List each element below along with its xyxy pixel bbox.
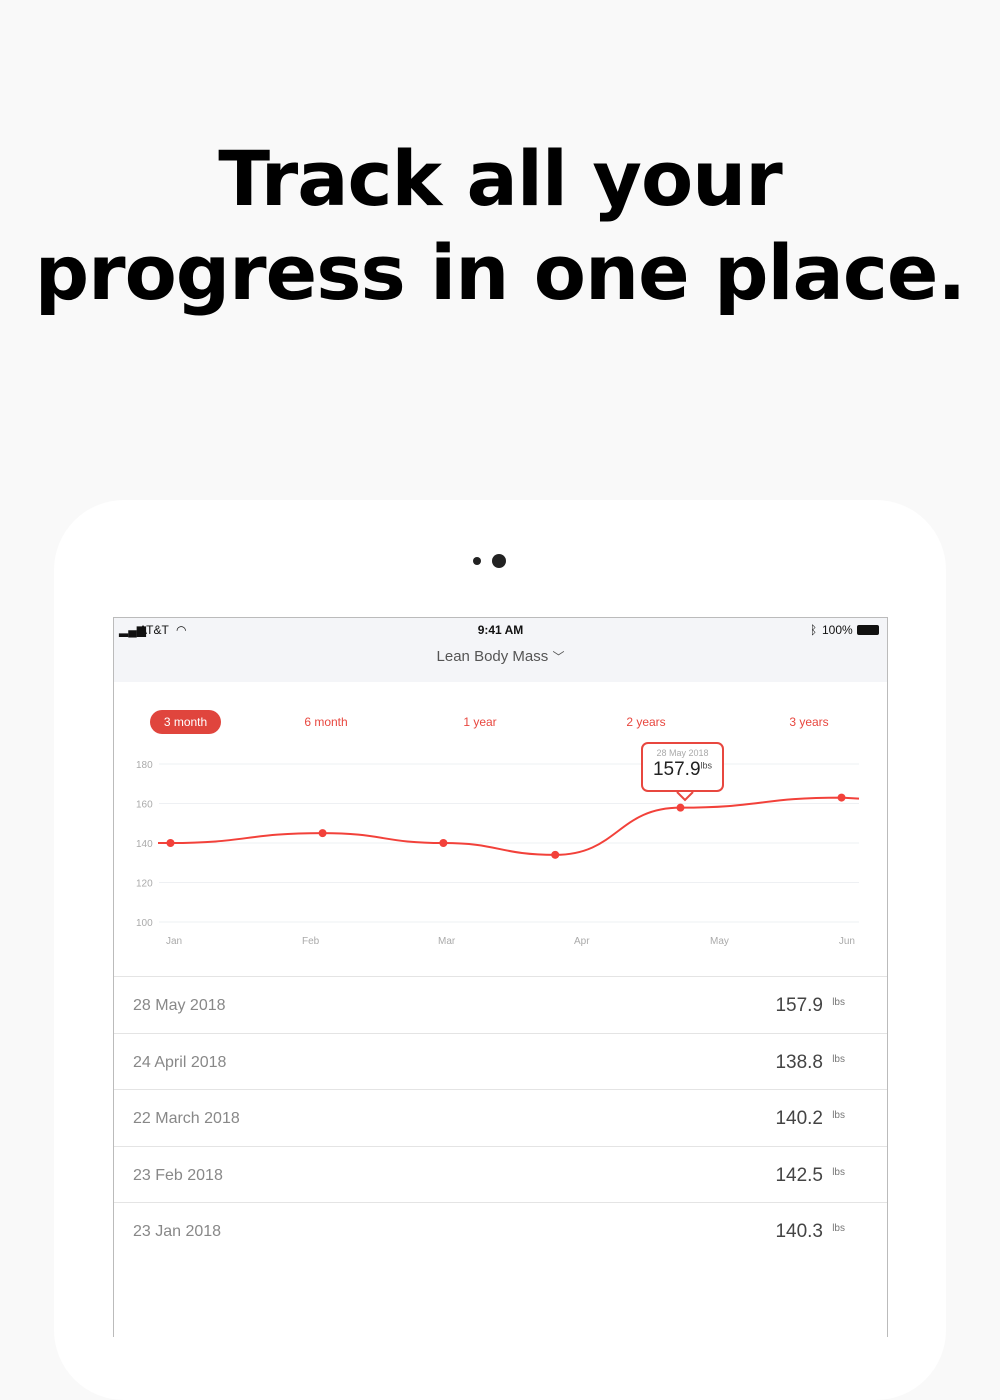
entry-date: 22 March 2018 bbox=[133, 1110, 240, 1127]
tooltip-pointer bbox=[676, 791, 694, 802]
signal-icon: ▂▄▆ bbox=[119, 623, 146, 637]
status-time: 9:41 AM bbox=[477, 623, 524, 637]
chevron-down-icon: ﹀ bbox=[552, 650, 565, 664]
data-point bbox=[318, 829, 327, 838]
entry-row[interactable]: 28 May 2018 157.9 lbs bbox=[114, 976, 887, 1033]
headline-line-2: progress in one place. bbox=[34, 228, 967, 317]
x-tick-label: Apr bbox=[574, 936, 590, 947]
y-tick-label: 180 bbox=[136, 760, 153, 771]
entry-row[interactable]: 23 Feb 2018 142.5 lbs bbox=[114, 1145, 887, 1203]
app-screen: ▂▄▆ AT&T ◠ 9:41 AM ᛒ 100% Lean Body Mass… bbox=[113, 617, 888, 1337]
headline-line-1: Track all your bbox=[218, 134, 783, 223]
x-tick-label: May bbox=[710, 936, 729, 947]
data-line bbox=[158, 796, 860, 856]
entry-date: 23 Jan 2018 bbox=[133, 1223, 222, 1240]
entry-value: 142.5 bbox=[775, 1164, 823, 1186]
entry-row[interactable]: 24 April 2018 138.8 lbs bbox=[114, 1032, 887, 1090]
tooltip-value: 157.9 bbox=[652, 759, 701, 780]
y-tick-label: 120 bbox=[136, 879, 153, 890]
tab-2-years[interactable]: 2 years bbox=[626, 715, 666, 729]
battery-percent: 100% bbox=[822, 623, 853, 637]
nav-bar: ▂▄▆ AT&T ◠ 9:41 AM ᛒ 100% Lean Body Mass… bbox=[114, 618, 887, 682]
entry-unit: lbs bbox=[832, 997, 845, 1008]
tab-3-month[interactable]: 3 month bbox=[150, 710, 221, 734]
tab-6-month[interactable]: 6 month bbox=[304, 715, 348, 729]
entry-value: 138.8 bbox=[775, 1051, 823, 1073]
tooltip: 28 May 2018 157.9lbs bbox=[641, 742, 724, 792]
y-tick-label: 140 bbox=[136, 839, 153, 850]
metric-selector[interactable]: Lean Body Mass ﹀ bbox=[114, 648, 887, 665]
headline: Track all your progress in one place. bbox=[0, 132, 1000, 320]
data-point bbox=[837, 793, 846, 802]
entry-row[interactable]: 22 March 2018 140.2 lbs bbox=[114, 1089, 887, 1146]
line-chart: 180 160 140 120 100 Jan Feb Mar Apr May Jun bbox=[136, 760, 860, 947]
entry-date: 24 April 2018 bbox=[133, 1053, 227, 1071]
bluetooth-icon: ᛒ bbox=[810, 623, 818, 637]
x-tick-label: Feb bbox=[302, 936, 320, 947]
entry-value: 157.9 bbox=[775, 995, 823, 1016]
y-tick-label: 160 bbox=[136, 800, 153, 811]
battery-icon bbox=[857, 625, 879, 635]
entry-date: 28 May 2018 bbox=[133, 997, 226, 1014]
camera-lens bbox=[492, 554, 506, 568]
y-tick-label: 100 bbox=[136, 918, 153, 929]
entry-unit: lbs bbox=[832, 1110, 845, 1121]
data-point bbox=[439, 839, 448, 847]
tooltip-date: 28 May 2018 bbox=[656, 748, 709, 758]
nav-title: Lean Body Mass bbox=[436, 648, 549, 665]
data-point bbox=[166, 839, 175, 847]
x-tick-label: Mar bbox=[438, 936, 456, 947]
x-tick-label: Jan bbox=[166, 936, 182, 947]
tooltip-unit: lbs bbox=[700, 760, 713, 771]
data-point bbox=[676, 803, 685, 812]
entry-row[interactable]: 23 Jan 2018 140.3 lbs bbox=[114, 1202, 887, 1259]
x-tick-label: Jun bbox=[839, 936, 855, 947]
data-point bbox=[551, 850, 560, 859]
entry-unit: lbs bbox=[832, 1053, 845, 1065]
entry-value: 140.3 bbox=[775, 1221, 823, 1242]
entry-unit: lbs bbox=[832, 1223, 845, 1234]
tab-1-year[interactable]: 1 year bbox=[463, 715, 497, 729]
wifi-icon: ◠ bbox=[176, 623, 187, 637]
camera-dot bbox=[473, 557, 481, 565]
entry-date: 23 Feb 2018 bbox=[133, 1166, 223, 1184]
entry-unit: lbs bbox=[832, 1166, 845, 1178]
entry-value: 140.2 bbox=[775, 1108, 823, 1129]
tab-3-years[interactable]: 3 years bbox=[789, 715, 829, 729]
carrier: AT&T bbox=[139, 623, 169, 637]
